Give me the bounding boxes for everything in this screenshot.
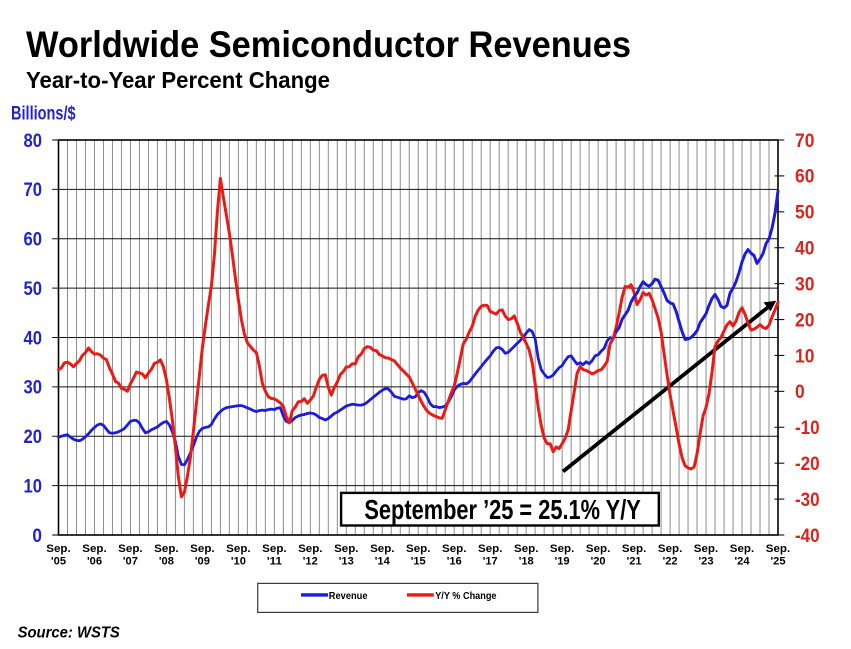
svg-text:'16: '16 xyxy=(447,555,462,567)
svg-text:50: 50 xyxy=(24,278,43,300)
svg-text:Revenue: Revenue xyxy=(329,591,368,602)
svg-text:Source: WSTS: Source: WSTS xyxy=(18,624,121,641)
svg-text:'18: '18 xyxy=(519,555,534,567)
svg-text:30: 30 xyxy=(795,273,815,295)
svg-text:Sep.: Sep. xyxy=(82,543,106,555)
svg-text:10: 10 xyxy=(24,475,43,497)
svg-text:'20: '20 xyxy=(591,555,606,567)
svg-text:Sep.: Sep. xyxy=(154,543,178,555)
svg-text:Sep.: Sep. xyxy=(226,543,250,555)
svg-text:10: 10 xyxy=(795,345,815,367)
svg-text:Sep.: Sep. xyxy=(118,543,142,555)
svg-text:Sep.: Sep. xyxy=(46,543,70,555)
svg-text:'25: '25 xyxy=(771,555,786,567)
svg-text:'23: '23 xyxy=(699,555,714,567)
svg-text:Sep.: Sep. xyxy=(334,543,358,555)
svg-text:Sep.: Sep. xyxy=(658,543,682,555)
svg-text:0: 0 xyxy=(32,525,42,547)
svg-text:'19: '19 xyxy=(555,555,570,567)
svg-text:Sep.: Sep. xyxy=(550,543,574,555)
svg-text:Sep.: Sep. xyxy=(298,543,322,555)
svg-text:70: 70 xyxy=(24,179,43,201)
svg-text:Sep.: Sep. xyxy=(370,543,394,555)
svg-text:'17: '17 xyxy=(483,555,498,567)
svg-text:Sep.: Sep. xyxy=(514,543,538,555)
svg-text:20: 20 xyxy=(795,309,815,331)
svg-text:Year-to-Year Percent Change: Year-to-Year Percent Change xyxy=(26,67,330,93)
svg-text:'11: '11 xyxy=(267,555,282,567)
svg-text:Sep.: Sep. xyxy=(190,543,214,555)
svg-text:Sep.: Sep. xyxy=(442,543,466,555)
svg-text:Billions/$: Billions/$ xyxy=(11,103,76,124)
svg-text:Sep.: Sep. xyxy=(730,543,754,555)
svg-text:0: 0 xyxy=(795,381,805,403)
svg-text:40: 40 xyxy=(24,327,43,349)
svg-text:Sep.: Sep. xyxy=(766,543,790,555)
svg-text:'12: '12 xyxy=(303,555,318,567)
svg-text:'05: '05 xyxy=(51,555,66,567)
svg-text:'22: '22 xyxy=(663,555,678,567)
svg-text:Sep.: Sep. xyxy=(406,543,430,555)
svg-text:-20: -20 xyxy=(795,453,820,475)
svg-text:20: 20 xyxy=(24,426,43,448)
svg-text:Sep.: Sep. xyxy=(586,543,610,555)
svg-text:'06: '06 xyxy=(87,555,102,567)
svg-text:'24: '24 xyxy=(735,555,751,567)
svg-text:40: 40 xyxy=(795,238,815,260)
svg-text:'07: '07 xyxy=(123,555,138,567)
svg-text:70: 70 xyxy=(795,130,815,152)
svg-text:Sep.: Sep. xyxy=(262,543,286,555)
svg-text:'21: '21 xyxy=(627,555,642,567)
svg-text:Worldwide Semiconductor Revenu: Worldwide Semiconductor Revenues xyxy=(26,24,631,65)
svg-text:60: 60 xyxy=(795,166,815,188)
svg-text:-10: -10 xyxy=(795,417,820,439)
svg-text:-30: -30 xyxy=(795,489,820,511)
svg-text:September ’25 = 25.1% Y/Y: September ’25 = 25.1% Y/Y xyxy=(364,494,641,525)
svg-text:Sep.: Sep. xyxy=(622,543,646,555)
svg-text:-40: -40 xyxy=(795,525,820,547)
svg-text:60: 60 xyxy=(24,229,43,251)
svg-text:'08: '08 xyxy=(159,555,174,567)
svg-text:Sep.: Sep. xyxy=(478,543,502,555)
svg-text:30: 30 xyxy=(24,377,43,399)
svg-text:80: 80 xyxy=(24,130,43,152)
svg-text:'13: '13 xyxy=(339,555,354,567)
svg-text:50: 50 xyxy=(795,202,815,224)
svg-text:'10: '10 xyxy=(231,555,246,567)
svg-text:Sep.: Sep. xyxy=(694,543,718,555)
svg-text:'14: '14 xyxy=(375,555,391,567)
svg-text:Y/Y % Change: Y/Y % Change xyxy=(435,591,497,602)
svg-text:'09: '09 xyxy=(195,555,210,567)
svg-text:'15: '15 xyxy=(411,555,426,567)
